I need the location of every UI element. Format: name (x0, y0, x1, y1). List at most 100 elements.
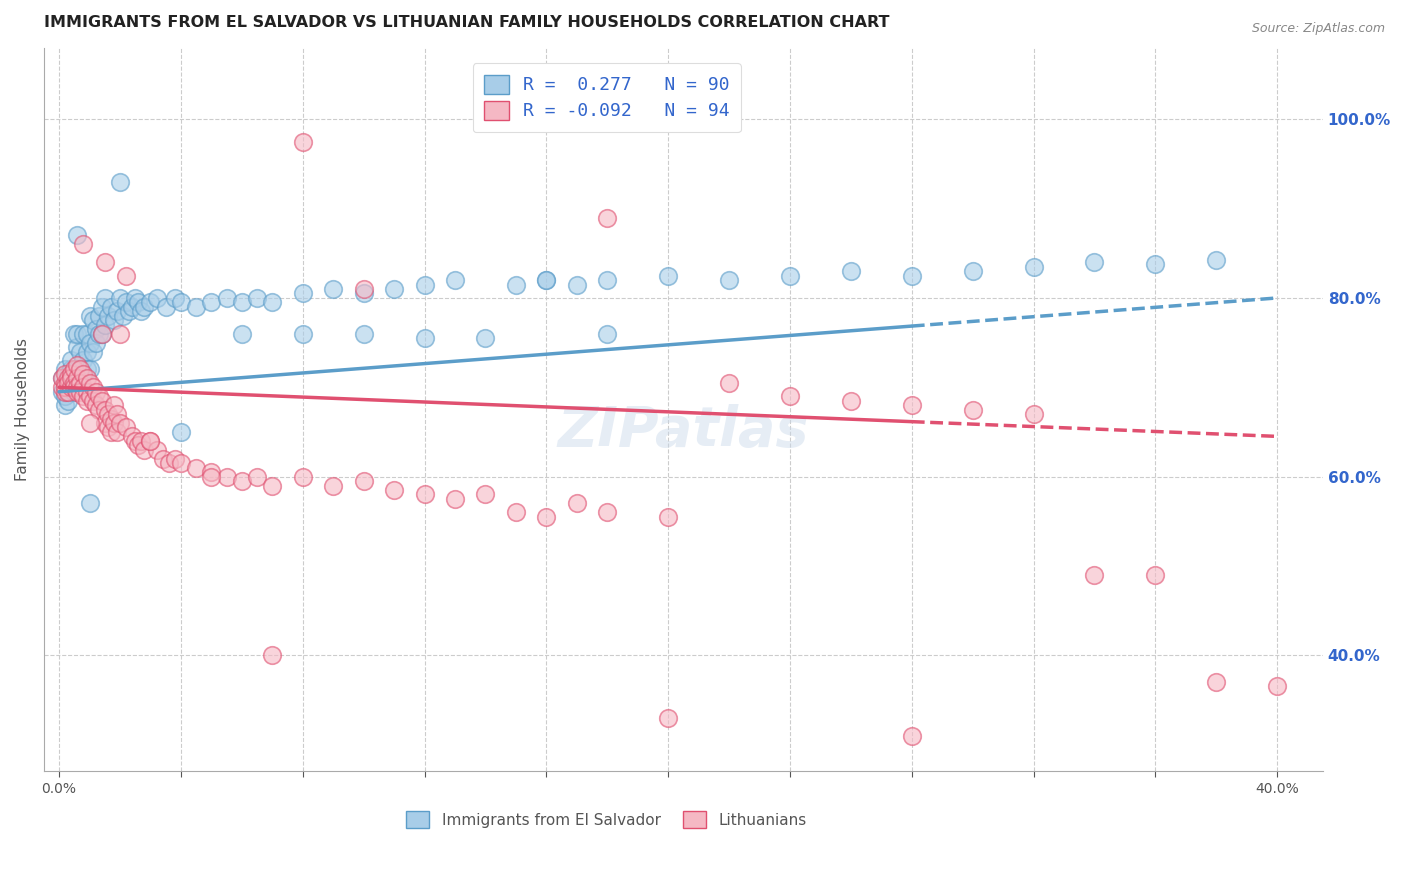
Point (82, 344, 104, 359)
Point (66, 384, 89, 399)
Point (58, 376, 80, 390)
Point (60, 353, 83, 368)
Point (118, 304, 141, 318)
Point (231, 326, 253, 341)
Point (76, 326, 98, 341)
Point (291, 326, 314, 341)
Point (60, 371, 83, 385)
Point (84, 322, 107, 336)
Point (200, 465, 222, 479)
Point (353, 474, 375, 488)
Point (69, 362, 91, 376)
Point (53, 389, 76, 403)
Point (124, 434, 146, 448)
Point (505, 277, 527, 292)
Point (536, 509, 558, 524)
Point (97, 407, 120, 421)
Point (1083, 255, 1105, 269)
Point (87, 326, 110, 341)
Point (87, 309, 110, 323)
Point (76, 344, 98, 359)
Point (657, 268, 679, 283)
Point (82, 313, 104, 327)
Point (66, 358, 89, 372)
Point (163, 291, 186, 305)
Point (565, 277, 588, 292)
Point (152, 451, 174, 466)
Point (79, 309, 101, 323)
Point (94, 255, 117, 269)
Point (322, 282, 344, 296)
Point (87, 389, 110, 403)
Point (170, 425, 193, 439)
Point (200, 469, 222, 483)
Point (1083, 567, 1105, 582)
Point (97, 420, 120, 434)
Point (536, 273, 558, 287)
Point (63, 384, 86, 399)
Point (231, 474, 253, 488)
Point (1265, 680, 1288, 694)
Point (170, 456, 193, 470)
Point (839, 264, 862, 278)
Point (76, 384, 98, 399)
Point (962, 402, 984, 417)
Point (51, 380, 73, 394)
Point (84, 384, 107, 399)
Point (79, 376, 101, 390)
Point (322, 478, 344, 492)
Point (900, 268, 922, 283)
Point (474, 487, 496, 501)
Point (596, 505, 619, 519)
Point (51, 384, 73, 399)
Point (66, 371, 89, 385)
Point (718, 376, 741, 390)
Point (779, 268, 801, 283)
Point (108, 416, 131, 430)
Point (291, 286, 314, 301)
Point (53, 398, 76, 412)
Point (215, 469, 238, 483)
Point (115, 420, 138, 434)
Point (84, 335, 107, 350)
Text: ZIPatlas: ZIPatlas (558, 404, 808, 458)
Point (58, 367, 80, 381)
Point (69, 380, 91, 394)
Point (103, 313, 125, 327)
Point (839, 393, 862, 408)
Point (58, 384, 80, 399)
Point (53, 384, 76, 399)
Point (155, 300, 177, 314)
Point (444, 491, 467, 506)
Point (87, 402, 110, 417)
Point (58, 384, 80, 399)
Point (82, 380, 104, 394)
Point (79, 389, 101, 403)
Point (596, 273, 619, 287)
Point (474, 331, 496, 345)
Point (413, 331, 436, 345)
Point (121, 300, 143, 314)
Point (76, 393, 98, 408)
Point (121, 429, 143, 443)
Point (100, 411, 122, 425)
Point (79, 416, 101, 430)
Point (444, 273, 467, 287)
Point (84, 398, 107, 412)
Point (262, 295, 284, 310)
Point (103, 398, 125, 412)
Point (231, 295, 253, 310)
Point (103, 416, 125, 430)
Point (382, 282, 405, 296)
Point (1144, 257, 1167, 271)
Point (291, 135, 314, 149)
Point (58, 393, 80, 408)
Point (90, 393, 112, 408)
Point (200, 295, 222, 310)
Point (51, 371, 73, 385)
Point (505, 505, 527, 519)
Point (382, 483, 405, 497)
Y-axis label: Family Households: Family Households (15, 338, 30, 481)
Point (79, 496, 101, 510)
Point (94, 318, 117, 332)
